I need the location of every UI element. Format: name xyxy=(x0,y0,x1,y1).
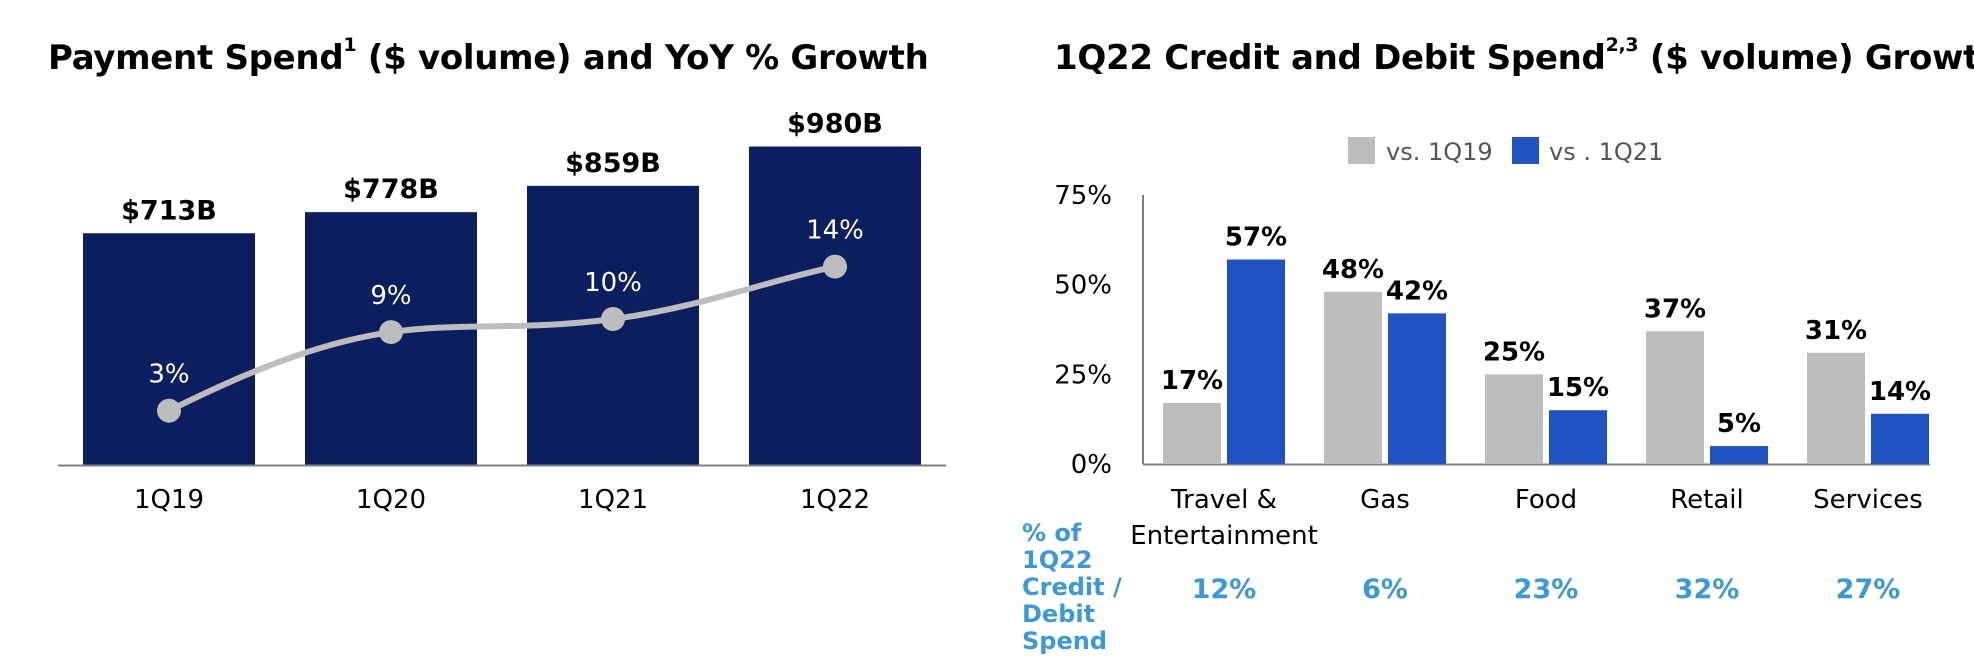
share-of-spend-value: 27% xyxy=(1836,574,1901,605)
yoy-growth-point xyxy=(379,320,403,345)
right-chart-title: 1Q22 Credit and Debit Spend2,3 ($ volume… xyxy=(1054,34,1974,78)
category-label: Food xyxy=(1515,485,1577,515)
y-tick-label: 25% xyxy=(1054,360,1112,390)
yoy-growth-point xyxy=(157,398,181,423)
bar-value-label: 57% xyxy=(1225,223,1287,253)
payment-spend-chart: $713B 1Q19 $778B 1Q20 $859B 1Q21 $980B 1Q22 3% 9%… xyxy=(58,109,946,515)
bar-vs-1q19 xyxy=(1163,403,1221,464)
legend-label-vs-1q21: vs . 1Q21 xyxy=(1549,138,1663,166)
share-of-spend-value: 12% xyxy=(1192,574,1257,605)
bar-value-label: 31% xyxy=(1805,316,1867,346)
y-tick-label: 50% xyxy=(1054,271,1112,301)
spend-bar-label: $859B xyxy=(565,148,661,179)
x-tick-label: 1Q20 xyxy=(356,485,426,515)
x-tick-label: 1Q21 xyxy=(578,485,648,515)
yoy-growth-label: 10% xyxy=(584,268,642,298)
bar-value-label: 14% xyxy=(1869,377,1931,407)
share-of-spend-value: 32% xyxy=(1675,574,1740,605)
yoy-growth-line xyxy=(166,263,838,414)
category-label: Services xyxy=(1813,485,1923,515)
bar-vs-1q21 xyxy=(1710,446,1768,464)
legend-label-vs-1q19: vs. 1Q19 xyxy=(1386,138,1493,166)
legend-swatch-vs-1q19 xyxy=(1348,137,1375,164)
bar-vs-1q21 xyxy=(1549,410,1607,464)
bar-value-label: 17% xyxy=(1161,366,1223,396)
spend-bar xyxy=(749,146,921,465)
y-tick-label: 0% xyxy=(1071,450,1112,480)
bar-vs-1q19 xyxy=(1646,331,1704,464)
spend-bar-label: $778B xyxy=(343,174,439,205)
yoy-growth-label: 14% xyxy=(806,216,864,246)
category-label: Entertainment xyxy=(1130,521,1318,551)
bar-vs-1q21 xyxy=(1871,413,1929,464)
legend-swatch-vs-1q21 xyxy=(1512,137,1539,164)
spend-bar-label: $713B xyxy=(121,195,217,226)
bar-value-label: 48% xyxy=(1322,255,1384,285)
y-tick-label: 75% xyxy=(1054,181,1112,211)
bar-value-label: 5% xyxy=(1717,409,1761,439)
yoy-growth-label: 9% xyxy=(370,281,411,311)
x-tick-label: 1Q22 xyxy=(800,485,870,515)
x-tick-label: 1Q19 xyxy=(134,485,204,515)
spend-bar-label: $980B xyxy=(787,109,883,140)
bar-value-label: 37% xyxy=(1644,294,1706,324)
yoy-growth-label: 3% xyxy=(148,360,189,390)
bar-value-label: 15% xyxy=(1547,373,1609,403)
bar-vs-1q21 xyxy=(1227,259,1285,464)
bar-value-label: 42% xyxy=(1386,276,1448,306)
left-chart-title: Payment Spend1 ($ volume) and YoY % Grow… xyxy=(48,34,929,78)
share-row-label: % of 1Q22 Credit / Debit Spend xyxy=(1022,519,1122,655)
category-label: Gas xyxy=(1360,485,1410,515)
yoy-growth-point xyxy=(601,307,625,331)
bar-vs-1q19 xyxy=(1324,291,1382,464)
bar-vs-1q19 xyxy=(1485,374,1543,464)
share-of-spend-value: 23% xyxy=(1514,574,1579,605)
yoy-growth-point xyxy=(823,254,847,279)
share-of-spend-value: 6% xyxy=(1362,574,1408,605)
spend-bar xyxy=(83,233,255,465)
bar-vs-1q19 xyxy=(1807,352,1865,464)
category-label: Retail xyxy=(1670,485,1743,515)
category-label: Travel & xyxy=(1170,485,1277,515)
bar-vs-1q21 xyxy=(1388,313,1446,464)
bar-value-label: 25% xyxy=(1483,337,1545,367)
